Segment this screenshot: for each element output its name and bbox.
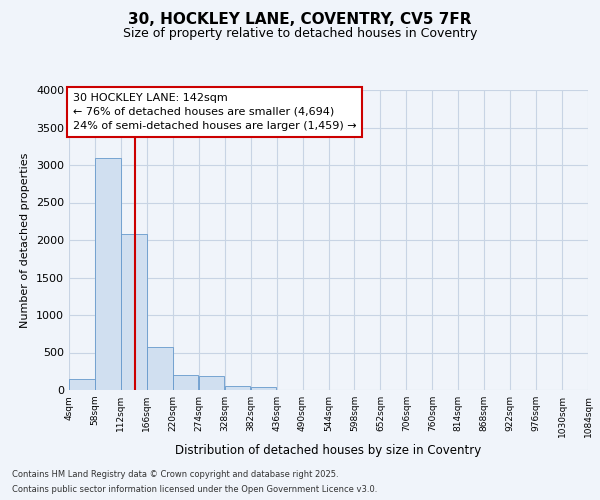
- Bar: [199, 376, 224, 390]
- Text: 30 HOCKLEY LANE: 142sqm
← 76% of detached houses are smaller (4,694)
24% of semi: 30 HOCKLEY LANE: 142sqm ← 76% of detache…: [73, 93, 356, 131]
- Text: Contains public sector information licensed under the Open Government Licence v3: Contains public sector information licen…: [12, 485, 377, 494]
- Bar: [225, 386, 250, 390]
- Text: Contains HM Land Registry data © Crown copyright and database right 2025.: Contains HM Land Registry data © Crown c…: [12, 470, 338, 479]
- Bar: [173, 375, 199, 390]
- Bar: [69, 379, 95, 390]
- Text: Size of property relative to detached houses in Coventry: Size of property relative to detached ho…: [123, 28, 477, 40]
- Bar: [95, 158, 121, 390]
- X-axis label: Distribution of detached houses by size in Coventry: Distribution of detached houses by size …: [175, 444, 482, 457]
- Bar: [121, 234, 146, 390]
- Text: 30, HOCKLEY LANE, COVENTRY, CV5 7FR: 30, HOCKLEY LANE, COVENTRY, CV5 7FR: [128, 12, 472, 28]
- Y-axis label: Number of detached properties: Number of detached properties: [20, 152, 31, 328]
- Bar: [147, 346, 173, 390]
- Bar: [251, 386, 277, 390]
